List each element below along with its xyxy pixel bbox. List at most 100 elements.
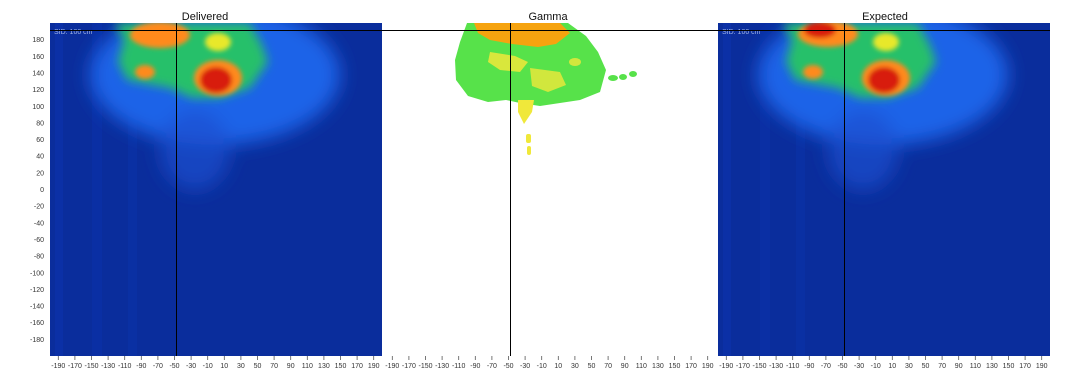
x-tick-label: 190 [1036,363,1048,370]
x-tick-label: -30 [854,363,864,370]
x-tick-label: -50 [503,363,513,370]
x-tick-label: 10 [220,363,228,370]
x-tick-label: -130 [101,363,115,370]
gamma-pass-spot [629,71,637,77]
x-tick-label: 190 [702,363,714,370]
x-tick-label: 30 [237,363,245,370]
expected-leaf-band [796,23,805,356]
x-tick-label: -110 [786,363,800,370]
x-tick-label: -170 [736,363,750,370]
x-tick-label: -70 [821,363,831,370]
y-tick-label: 0 [40,187,44,194]
x-tick-label: 90 [287,363,295,370]
delivered-dose-map[interactable]: SID: 100 cm [50,5,382,356]
delivered-sid-label: SID: 100 cm [54,29,93,36]
x-tick-label: -190 [51,363,65,370]
gamma-marginal-spot [526,134,531,143]
x-tick-label: -90 [804,363,814,370]
gamma-pass-spot [608,75,618,81]
delivered-leaf-band [55,23,63,356]
x-tick-label: 130 [986,363,998,370]
expected-leaf-band [760,23,770,356]
expected-dose-map[interactable]: SID: 100 cm [718,5,1050,356]
x-tick-label: 150 [669,363,681,370]
x-tick-label: -190 [719,363,733,370]
y-tick-label: -180 [30,337,44,344]
x-tick-label: 170 [351,363,363,370]
x-tick-label: -170 [68,363,82,370]
x-tick-label: 50 [588,363,596,370]
x-tick-label: 50 [922,363,930,370]
x-tick-label: -50 [837,363,847,370]
y-tick-label: -160 [30,320,44,327]
gamma-marginal-spot [569,58,581,66]
x-tick-label: 90 [955,363,963,370]
x-tick-label: 110 [636,363,647,370]
expected-leaf-band [723,23,731,356]
delivered-leaf-band [92,23,102,356]
x-tick-label: 170 [1019,363,1031,370]
gamma-marginal-tail [518,100,534,124]
x-tick-label: 190 [368,363,380,370]
x-tick-label: 10 [554,363,562,370]
x-tick-label: 170 [685,363,697,370]
x-tick-label: -90 [136,363,146,370]
gamma-fail-region [474,23,570,47]
y-tick-label: 100 [32,104,44,111]
x-tick-label: -10 [203,363,213,370]
y-tick-label: -60 [34,237,44,244]
x-tick-label: -130 [435,363,449,370]
y-tick-label: -20 [34,204,44,211]
x-tick-label: 30 [571,363,579,370]
x-tick-label: 50 [254,363,262,370]
x-tick-label: 90 [621,363,629,370]
y-tick-label: 140 [32,70,44,77]
x-tick-label: 150 [1003,363,1015,370]
x-tick-label: -110 [118,363,132,370]
x-tick-label: 150 [335,363,347,370]
y-tick-label: -100 [30,270,44,277]
y-tick-label: -120 [30,287,44,294]
y-tick-label: 60 [36,137,44,144]
delivered-title: Delivered [182,11,228,23]
x-tick-label: -130 [769,363,783,370]
gamma-marginal-spot [527,146,531,155]
x-tick-label: -90 [470,363,480,370]
x-tick-label: -170 [402,363,416,370]
delivered-leaf-band [128,23,137,356]
gamma-map[interactable] [384,23,716,356]
x-tick-label: -30 [520,363,530,370]
x-tick-label: 70 [270,363,278,370]
x-tick-label: -10 [871,363,881,370]
x-tick-label: 30 [905,363,913,370]
expected-sid-label: SID: 100 cm [722,29,761,36]
x-tick-label: -150 [418,363,432,370]
y-tick-label: -140 [30,304,44,311]
y-tick-label: 120 [32,87,44,94]
y-tick-label: -40 [34,220,44,227]
y-tick-label: -80 [34,254,44,261]
gamma-title: Gamma [528,11,568,23]
delivered-hot-region [130,23,242,96]
x-tick-label: -110 [452,363,466,370]
x-tick-label: -50 [169,363,179,370]
x-tick-label: -30 [186,363,196,370]
x-tick-label: -70 [153,363,163,370]
x-tick-label: -150 [752,363,766,370]
gamma-x-axis: -190 -170 -150 -130 -110 -90 -70 -50 -30 -10 10 30 5… [385,356,714,370]
x-tick-label: 130 [318,363,330,370]
gamma-pass-region [455,23,606,106]
x-tick-label: -150 [84,363,98,370]
x-tick-label: 110 [302,363,313,370]
y-tick-label: 160 [32,54,44,61]
x-tick-label: 130 [652,363,664,370]
x-tick-label: 70 [604,363,612,370]
gamma-marginal-region [530,68,566,92]
y-tick-label: 20 [36,170,44,177]
x-tick-label: 10 [888,363,896,370]
x-tick-label: -70 [487,363,497,370]
x-tick-label: 70 [938,363,946,370]
expected-x-axis: -190 -170 -150 -130 -110 -90 -70 -50 -30 -10 10 30 5… [719,356,1048,370]
gamma-marginal-region [488,52,528,72]
